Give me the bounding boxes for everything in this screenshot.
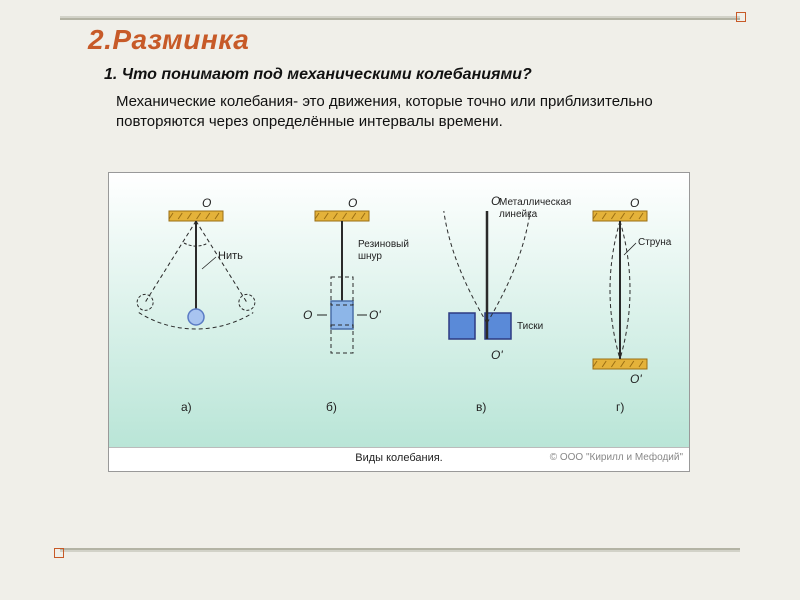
svg-text:Резиновый: Резиновый	[358, 239, 409, 250]
answer-1: Механические колебания- это движения, ко…	[116, 92, 676, 133]
figure-caption: Виды колебания.	[355, 452, 442, 464]
svg-text:O: O	[303, 308, 312, 322]
figure-copyright: © ООО "Кирилл и Мефодий"	[550, 452, 683, 463]
svg-text:Тиски: Тиски	[517, 321, 543, 332]
svg-text:O: O	[202, 196, 211, 210]
footer-rule	[60, 548, 740, 552]
svg-text:г): г)	[616, 400, 624, 414]
svg-text:O: O	[630, 196, 639, 210]
corner-ornament	[54, 548, 64, 558]
header-rule	[60, 16, 740, 20]
slide-title: 2.Разминка	[88, 24, 249, 56]
svg-text:O': O'	[491, 348, 503, 362]
svg-text:O: O	[348, 196, 357, 210]
question-1: 1. Что понимают под механическими колеба…	[104, 66, 532, 84]
corner-ornament	[736, 12, 746, 22]
svg-text:Металлическая: Металлическая	[499, 197, 571, 208]
svg-text:O': O'	[630, 372, 642, 386]
svg-text:O': O'	[369, 308, 381, 322]
svg-text:линейка: линейка	[499, 209, 538, 220]
svg-text:шнур: шнур	[358, 251, 382, 262]
svg-text:а): а)	[181, 400, 192, 414]
svg-text:Струна: Струна	[638, 237, 672, 248]
svg-text:в): в)	[476, 400, 486, 414]
svg-text:Нить: Нить	[218, 250, 243, 262]
svg-text:б): б)	[326, 400, 337, 414]
figure-oscillation-types: а) O Нить б) O O O' Резиновыйшнур в) O O' Металличе…	[108, 172, 690, 472]
